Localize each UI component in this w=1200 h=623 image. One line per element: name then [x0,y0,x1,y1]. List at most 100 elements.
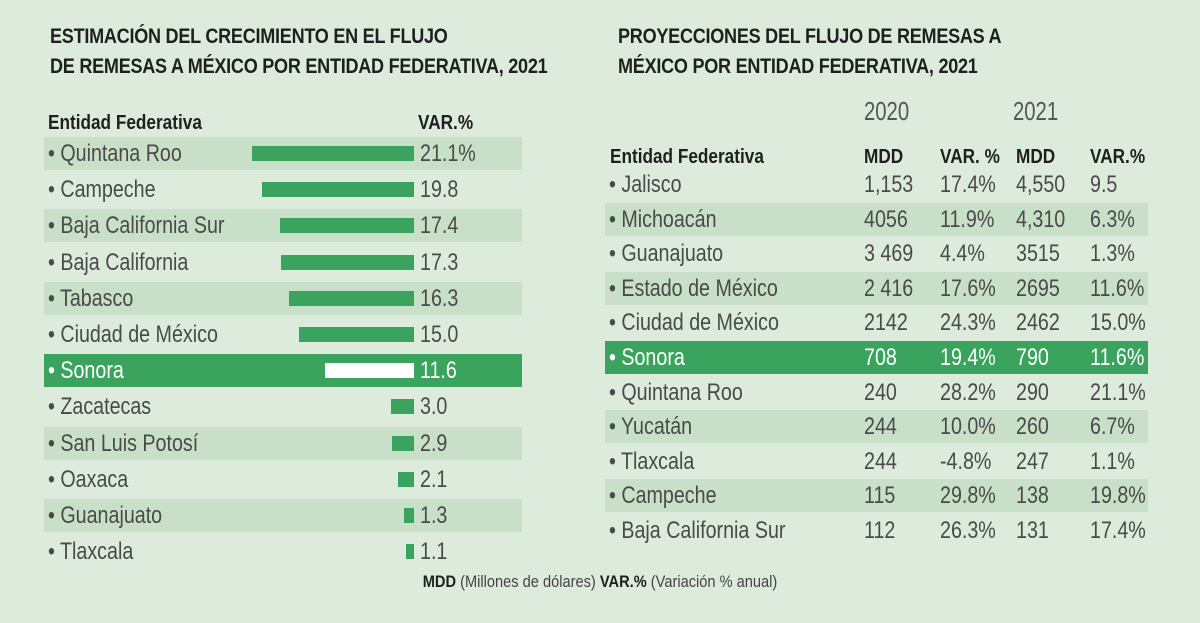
legend-mdd-desc: (Millones de dólares) [460,572,596,591]
mdd-2020-cell: 240 [864,378,897,406]
state-name-cell: • Sonora [609,344,685,371]
year-2021-header: 2021 [1013,96,1059,126]
mdd-2021-cell: 138 [1016,482,1049,510]
var-2020-cell: 29.8% [940,482,996,510]
var-2021-cell: 15.0% [1090,309,1146,337]
left-title-line-1: ESTIMACIÓN DEL CRECIMIENTO EN EL FLUJO [50,25,448,48]
table-row: • Yucatán 244 10.0% 260 6.7% [605,410,1148,444]
var-2020-cell: 17.6% [940,274,996,302]
var-2020-cell: 11.9% [940,205,995,233]
bar-category-label: • Zacatecas [48,393,152,421]
bar-row: • Guanajuato 1.3 [44,499,522,532]
bar-value-label: 21.1% [420,140,476,167]
table-row: • Jalisco 1,153 17.4% 4,550 9.5 [605,168,1148,201]
mdd-2020-cell: 1,153 [864,171,914,198]
bar [404,508,414,523]
mdd-2020-cell: 244 [864,413,897,441]
bar [390,399,414,415]
var-2020-cell: 26.3% [940,517,996,544]
bar-value-label: 17.3 [420,248,459,276]
mdd-2020-cell: 2 416 [864,274,914,302]
state-name-cell: • Campeche [609,482,717,510]
mdd-2021-cell: 131 [1016,517,1049,544]
var-2021-cell: 11.6% [1090,274,1145,302]
bar-value-label: 2.9 [420,429,448,457]
bar-row: • San Luis Potosí 2.9 [44,426,522,460]
var-2021-cell: 21.1% [1090,378,1146,406]
table-row: • Sonora 708 19.4% 790 11.6% [605,341,1148,374]
bar-value-label: 19.8 [420,176,459,204]
bar-category-label: • Guanajuato [48,502,163,529]
table-row: • Estado de México 2 416 17.6% 2695 11.6% [605,271,1148,305]
state-name-cell: • Baja California Sur [609,517,786,544]
bar-row: • Oaxaca 2.1 [44,463,522,496]
var-2020-cell: 24.3% [940,309,996,337]
bar-category-label: • Tabasco [48,284,134,312]
var-2020-cell: 10.0% [940,413,996,441]
bar-row: • Tabasco 16.3 [44,281,522,315]
mdd-2021-cell: 790 [1016,344,1049,371]
legend-mdd-key: MDD [422,572,457,591]
mdd-2020-cell: 3 469 [864,240,914,268]
left-col-var-header: VAR.% [418,112,474,134]
table-row: • Michoacán 4056 11.9% 4,310 6.3% [605,202,1148,236]
legend-var-desc: (Variación % anual) [650,572,778,591]
mdd-2021-cell: 4,550 [1016,171,1066,198]
bar [288,290,414,306]
mdd-2021-cell: 260 [1016,413,1049,441]
bar-category-label: • Ciudad de México [48,321,218,348]
bar-category-label: • Sonora [48,357,124,385]
table-row: • Quintana Roo 240 28.2% 290 21.1% [605,376,1148,409]
bar-row: • Tlaxcala 1.1 [44,535,522,568]
bar-category-label: • Campeche [48,176,156,204]
bar-category-label: • Tlaxcala [48,538,134,566]
mdd-2021-cell: 4,310 [1016,205,1066,233]
var-2021-cell: 6.3% [1090,205,1135,233]
bar [252,146,414,161]
var-2020-cell: 4.4% [940,240,985,268]
mdd-2020-cell: 708 [864,344,897,371]
state-name-cell: • Michoacán [609,205,717,233]
var-2021-cell: 17.4% [1090,517,1146,544]
bar-category-label: • San Luis Potosí [48,429,199,457]
mdd-2020-cell: 2142 [864,309,908,337]
table-row: • Guanajuato 3 469 4.4% 3515 1.3% [605,237,1148,270]
col-var-2021-header: VAR.% [1090,146,1146,168]
var-2020-cell: 19.4% [940,344,996,371]
state-name-cell: • Quintana Roo [609,378,743,406]
bar-row: • Campeche 19.8 [44,173,522,206]
right-table-title: PROYECCIONES DEL FLUJO DE REMESAS A MÉXI… [618,22,1100,82]
col-var-2020-header: VAR. % [940,146,1000,168]
bar [324,363,414,379]
var-2021-cell: 19.8% [1090,482,1146,510]
var-2020-cell: 28.2% [940,378,996,406]
bar [391,435,414,451]
state-name-cell: • Yucatán [609,413,693,441]
right-title-line-2: MÉXICO POR ENTIDAD FEDERATIVA, 2021 [618,55,978,78]
bar [397,471,414,487]
bar-value-label: 11.6 [420,357,457,385]
mdd-2021-cell: 290 [1016,378,1049,406]
mdd-2020-cell: 115 [864,482,896,510]
var-2021-cell: 6.7% [1090,413,1135,441]
mdd-2021-cell: 2695 [1016,274,1060,302]
var-2021-cell: 9.5 [1090,171,1118,198]
bar [405,544,414,560]
bar [298,327,414,342]
state-name-cell: • Estado de México [609,274,778,302]
state-name-cell: • Guanajuato [609,240,724,268]
mdd-2021-cell: 247 [1016,447,1049,475]
legend-var-key: VAR.% [599,572,647,591]
bar-row: • Ciudad de México 15.0 [44,318,522,351]
state-name-cell: • Jalisco [609,171,682,198]
mdd-2020-cell: 4056 [864,205,908,233]
var-2021-cell: 1.1% [1090,447,1135,475]
var-2021-cell: 1.3% [1090,240,1135,268]
bar-category-label: • Baja California [48,248,189,276]
var-2021-cell: 11.6% [1090,344,1145,371]
mdd-2020-cell: 244 [864,447,897,475]
right-col-entity-header: Entidad Federativa [610,146,764,168]
table-row: • Campeche 115 29.8% 138 19.8% [605,479,1148,513]
col-mdd-2020-header: MDD [864,146,904,168]
bar-category-label: • Baja California Sur [48,212,225,240]
